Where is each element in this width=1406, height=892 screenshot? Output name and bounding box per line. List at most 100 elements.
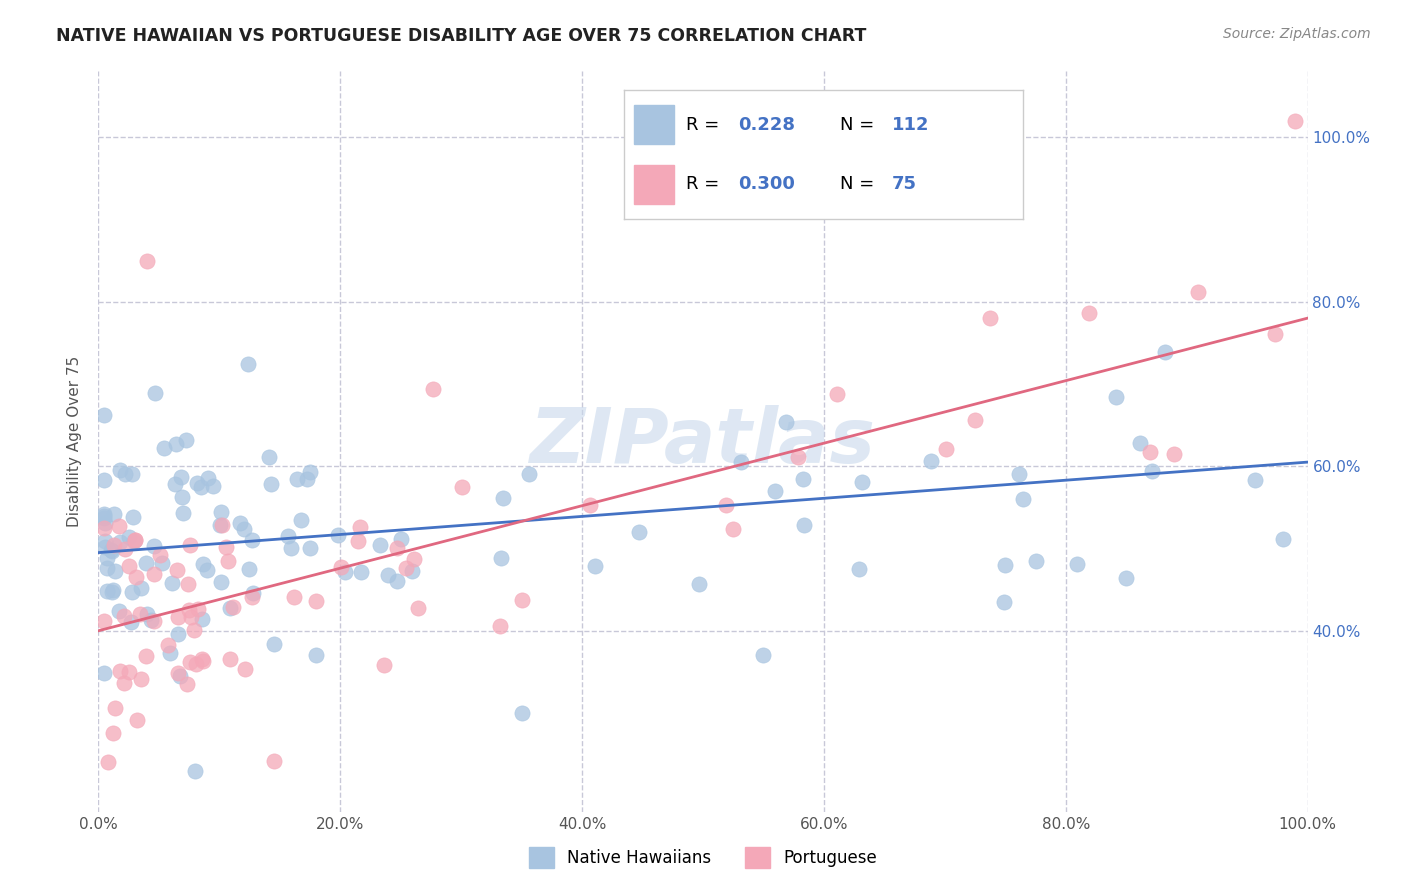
Point xyxy=(143,539,166,553)
Point xyxy=(100,542,122,557)
Point xyxy=(401,564,423,578)
Point xyxy=(583,558,606,573)
Point xyxy=(176,433,198,447)
Point xyxy=(101,726,124,740)
Point xyxy=(489,619,512,633)
Point xyxy=(232,522,254,536)
Point xyxy=(263,755,285,769)
Point xyxy=(222,600,245,615)
Point xyxy=(492,491,515,505)
Point xyxy=(236,357,259,371)
Point xyxy=(290,513,312,527)
Point xyxy=(1264,326,1286,341)
Text: Source: ZipAtlas.com: Source: ZipAtlas.com xyxy=(1223,27,1371,41)
Point xyxy=(153,441,176,455)
Point xyxy=(184,764,207,778)
Point xyxy=(121,467,143,481)
Point xyxy=(94,541,117,555)
Point xyxy=(118,665,141,679)
Point xyxy=(935,442,957,457)
Point xyxy=(186,657,208,671)
Point xyxy=(97,755,120,769)
Point xyxy=(118,530,141,544)
Point xyxy=(979,310,1001,325)
Point xyxy=(93,614,115,628)
Point xyxy=(579,498,602,512)
Point xyxy=(349,520,371,534)
Point xyxy=(238,562,260,576)
Point xyxy=(165,437,187,451)
Point xyxy=(96,583,118,598)
Point xyxy=(263,637,285,651)
Point xyxy=(201,479,224,493)
Point xyxy=(377,568,399,582)
Point xyxy=(103,582,125,597)
Point xyxy=(1066,558,1088,572)
Point xyxy=(183,623,205,637)
Point xyxy=(159,646,181,660)
Point xyxy=(125,714,148,728)
Point xyxy=(848,562,870,576)
Point xyxy=(166,563,188,577)
Point xyxy=(179,656,201,670)
Point xyxy=(217,554,239,568)
Point xyxy=(209,505,232,519)
Point xyxy=(114,467,136,481)
Point xyxy=(190,612,212,626)
Point xyxy=(792,472,814,486)
Point xyxy=(169,669,191,683)
Point xyxy=(346,534,368,549)
Point xyxy=(333,565,356,579)
Point xyxy=(186,476,208,491)
Point xyxy=(163,476,186,491)
Point xyxy=(190,480,212,494)
Point xyxy=(128,607,150,621)
Point xyxy=(167,609,190,624)
Point xyxy=(305,648,328,663)
Point xyxy=(965,413,987,427)
Point xyxy=(112,609,135,624)
Point xyxy=(259,477,281,491)
Point xyxy=(1012,491,1035,506)
Point xyxy=(209,574,232,589)
Point xyxy=(118,559,141,574)
Point xyxy=(197,471,219,485)
Point xyxy=(1284,113,1306,128)
Point xyxy=(385,541,408,556)
Point xyxy=(145,385,167,400)
Point xyxy=(280,541,302,555)
Point xyxy=(786,450,808,465)
Point xyxy=(103,507,125,521)
Point xyxy=(277,529,299,543)
Point xyxy=(233,662,256,676)
Point xyxy=(406,600,429,615)
Point xyxy=(627,525,650,540)
Point xyxy=(135,253,157,268)
Point xyxy=(373,658,395,673)
Point xyxy=(94,516,117,531)
Point xyxy=(195,563,218,577)
Point xyxy=(93,507,115,521)
Point xyxy=(1078,306,1101,320)
Point xyxy=(114,541,136,556)
Point xyxy=(177,603,200,617)
Point xyxy=(209,518,232,533)
Point xyxy=(517,467,540,482)
Point xyxy=(120,615,142,629)
Point xyxy=(763,483,786,498)
Point xyxy=(775,415,797,429)
Point xyxy=(121,584,143,599)
Point xyxy=(450,480,472,494)
Point xyxy=(124,533,146,548)
Point xyxy=(752,648,775,663)
Point xyxy=(422,382,444,396)
Point xyxy=(191,652,214,666)
Point xyxy=(180,610,202,624)
Point xyxy=(101,585,124,599)
Point xyxy=(93,520,115,534)
Text: ZIPatlas: ZIPatlas xyxy=(530,405,876,478)
Point xyxy=(93,509,115,524)
Point xyxy=(721,522,744,536)
Point xyxy=(125,570,148,584)
Point xyxy=(93,409,115,423)
